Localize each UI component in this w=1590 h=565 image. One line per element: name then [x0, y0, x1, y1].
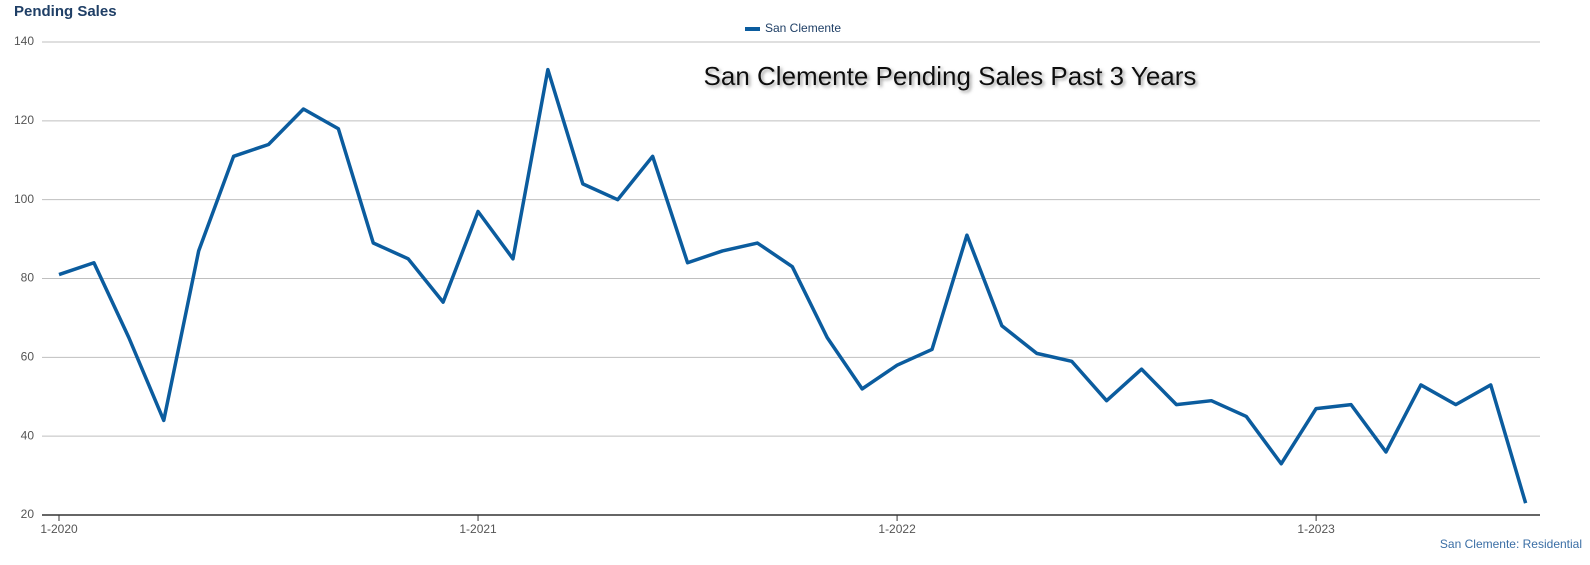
footer: San Clemente: Residential	[1440, 537, 1582, 551]
y-tick-label: 60	[21, 350, 35, 364]
x-tick-label: 1-2020	[40, 522, 78, 536]
y-tick-label: 40	[21, 428, 35, 442]
y-tick-label: 120	[14, 113, 34, 127]
annotation: San Clemente Pending Sales Past 3 Years	[704, 61, 1197, 91]
y-tick-label: 80	[21, 271, 35, 285]
x-tick-label: 1-2021	[459, 522, 497, 536]
chart-title: Pending Sales	[14, 3, 117, 20]
y-tick-label: 20	[21, 507, 35, 521]
legend-label: San Clemente	[765, 21, 841, 35]
series-line	[58, 67, 1528, 504]
x-tick-label: 1-2023	[1297, 522, 1335, 536]
x-tick-label: 1-2022	[878, 522, 916, 536]
y-tick-label: 140	[14, 34, 34, 48]
y-tick-label: 100	[14, 192, 34, 206]
